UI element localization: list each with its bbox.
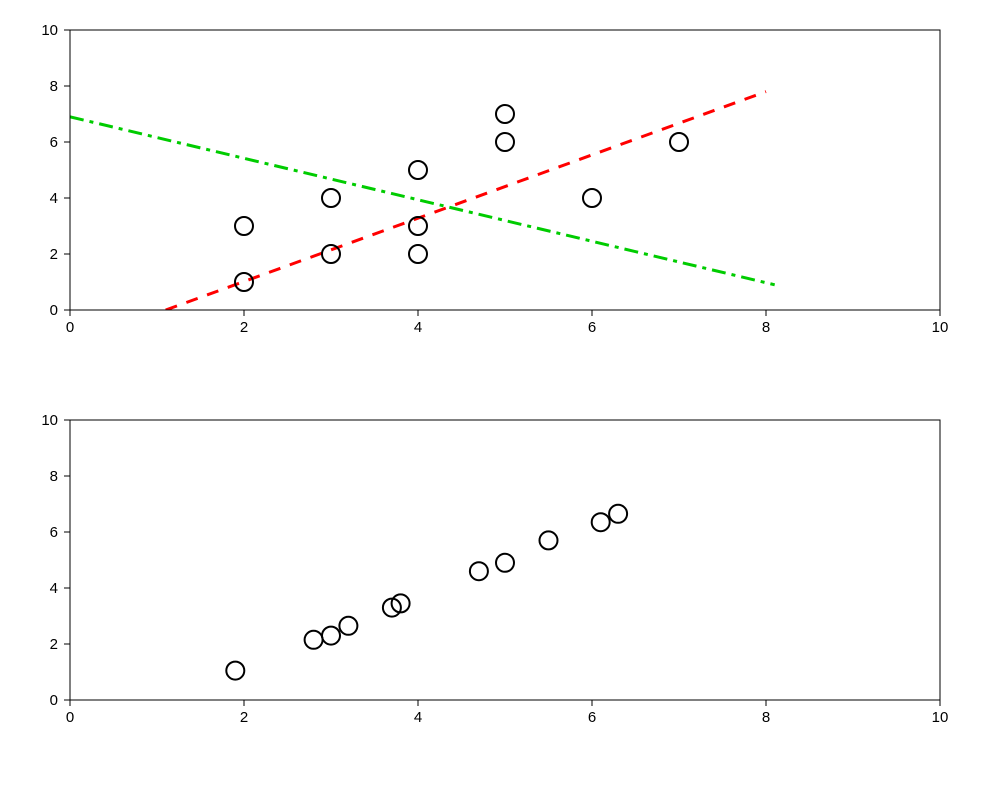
y-tick-label: 10: [41, 22, 58, 39]
x-tick-label: 0: [66, 319, 74, 336]
x-tick-label: 8: [762, 709, 770, 726]
y-tick-label: 10: [41, 412, 58, 429]
y-tick-label: 8: [50, 78, 58, 95]
x-tick-label: 4: [414, 319, 422, 336]
y-tick-label: 8: [50, 468, 58, 485]
plot-area-top: [70, 30, 940, 310]
y-tick-label: 0: [50, 302, 58, 319]
plot-area-bottom: [70, 420, 940, 700]
x-tick-label: 2: [240, 709, 248, 726]
x-tick-label: 6: [588, 319, 596, 336]
y-tick-label: 2: [50, 636, 58, 653]
figure: 0 2 4 6 8 10 0 2 4 6 8 10 0 2 4 6 8 10 0 2 4 6 8 10: [0, 0, 991, 787]
x-tick-label: 10: [932, 319, 949, 336]
x-tick-label: 8: [762, 319, 770, 336]
x-tick-label: 10: [932, 709, 949, 726]
chart-svg: 0 2 4 6 8 10 0 2 4 6 8 10 0 2 4 6 8 10 0 2 4 6 8 10: [0, 0, 991, 787]
y-tick-label: 4: [50, 580, 58, 597]
x-tick-label: 6: [588, 709, 596, 726]
y-tick-label: 4: [50, 190, 58, 207]
y-tick-label: 6: [50, 134, 58, 151]
y-tick-label: 0: [50, 692, 58, 709]
y-tick-label: 2: [50, 246, 58, 263]
x-tick-label: 2: [240, 319, 248, 336]
y-tick-label: 6: [50, 524, 58, 541]
x-tick-label: 4: [414, 709, 422, 726]
x-tick-label: 0: [66, 709, 74, 726]
